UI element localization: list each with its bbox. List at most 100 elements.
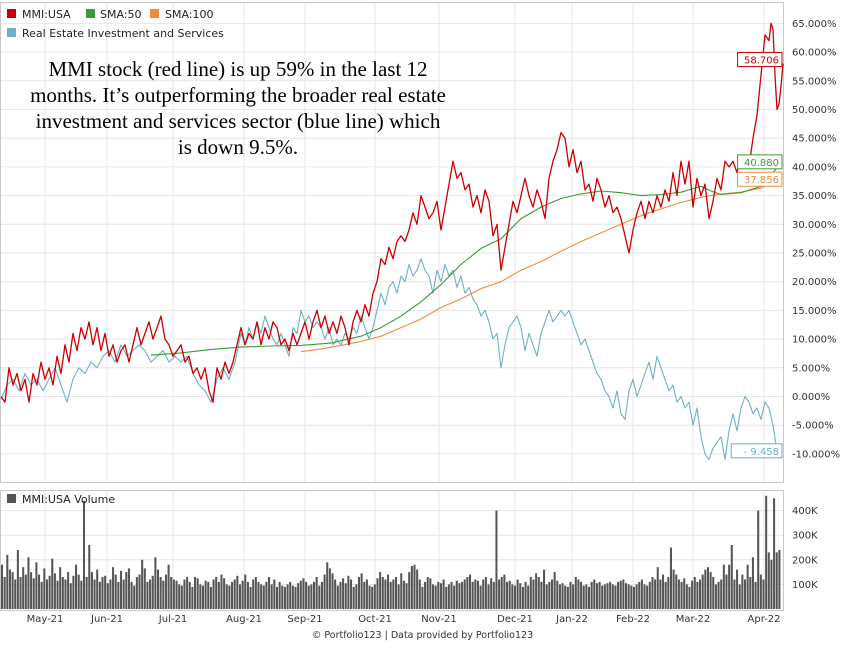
volume-bar: [24, 574, 27, 609]
volume-bar: [61, 577, 64, 609]
price-y-tick-label: 55.000%: [792, 76, 837, 87]
end-label-sector-text: - 9.458: [744, 447, 779, 458]
volume-bar: [479, 585, 482, 609]
volume-bar: [762, 579, 765, 609]
volume-bar: [580, 581, 583, 609]
price-y-tick-label: 5.000%: [792, 363, 830, 374]
volume-bar: [402, 580, 405, 609]
volume-bar: [656, 567, 659, 609]
volume-bar: [268, 577, 271, 609]
volume-bar: [598, 581, 601, 609]
volume-bar: [461, 581, 464, 609]
volume-bar: [603, 584, 606, 609]
volume-bar: [669, 547, 672, 609]
volume-bar: [751, 557, 754, 609]
volume-bar: [429, 578, 432, 610]
volume-bar: [445, 586, 448, 609]
volume-bar: [112, 567, 115, 609]
volume-bar: [310, 584, 313, 609]
volume-bar: [699, 579, 702, 609]
volume-bar: [75, 564, 78, 609]
price-y-tick-label: 45.000%: [792, 134, 837, 145]
volume-bar: [590, 581, 593, 609]
volume-bar: [677, 579, 680, 609]
volume-bar: [93, 579, 96, 609]
volume-bar: [535, 573, 538, 609]
volume-bar: [455, 580, 458, 609]
volume-bar: [363, 581, 366, 609]
volume-bar: [725, 574, 728, 609]
volume-bar: [765, 495, 768, 609]
volume-bar: [281, 585, 284, 609]
volume-bar: [342, 578, 345, 610]
volume-bar: [506, 581, 509, 609]
volume-bar: [8, 569, 11, 609]
volume-bar: [249, 586, 252, 609]
volume-bar: [434, 585, 437, 609]
volume-bar: [180, 585, 183, 609]
volume-bar: [381, 577, 384, 609]
volume-bar: [646, 585, 649, 609]
volume-bar: [392, 579, 395, 609]
volume-bar: [566, 586, 569, 609]
volume-legend-label: MMI:USA Volume: [22, 493, 115, 506]
end-label-sma100-text: 37.856: [744, 175, 779, 186]
volume-bar: [133, 585, 136, 609]
volume-bar: [521, 586, 524, 609]
x-tick-label: Jun-21: [90, 614, 123, 625]
volume-bar: [746, 564, 749, 609]
end-label-mmi-box: [737, 52, 783, 68]
volume-bar: [43, 568, 46, 609]
volume-bar: [191, 586, 194, 609]
volume-bar: [635, 584, 638, 609]
volume-bar: [228, 585, 231, 609]
price-y-tick-label: 60.000%: [792, 48, 837, 59]
volume-bar: [254, 577, 257, 609]
volume-bar: [492, 581, 495, 609]
volume-bar: [569, 581, 572, 609]
volume-bar: [204, 580, 207, 609]
volume-bar: [223, 578, 226, 610]
volume-bar: [543, 569, 546, 609]
volume-bar: [371, 586, 374, 609]
volume-bar: [595, 583, 598, 609]
volume-bar: [347, 575, 350, 609]
volume-bar: [16, 550, 19, 609]
volume-bar: [701, 574, 704, 609]
x-tick-label: Feb-22: [616, 614, 650, 625]
volume-bar: [688, 586, 691, 609]
volume-bar: [167, 564, 170, 609]
volume-bar: [90, 572, 93, 609]
volume-bar: [548, 581, 551, 609]
volume-legend: MMI:USA Volume: [7, 493, 115, 506]
volume-bar: [368, 585, 371, 609]
volume-bar: [209, 586, 212, 609]
volume-bar: [67, 572, 70, 609]
volume-bar: [405, 583, 408, 609]
volume-bar: [437, 581, 440, 609]
end-label-sector-box: [730, 443, 783, 459]
volume-bar: [56, 580, 59, 609]
volume-bar: [201, 585, 204, 609]
volume-bar: [379, 572, 382, 609]
volume-bar: [614, 585, 617, 609]
volume-bar: [627, 584, 630, 609]
volume-bar: [331, 573, 334, 609]
volume-bar: [540, 581, 543, 609]
volume-bar: [410, 566, 413, 610]
volume-bar: [231, 581, 234, 609]
volume-bar: [252, 579, 255, 609]
volume-bar: [500, 577, 503, 609]
volume-bar: [88, 545, 91, 609]
volume-bar: [141, 559, 144, 609]
legend-swatch-sma50: [86, 9, 95, 18]
volume-bar: [524, 581, 527, 609]
volume-bar: [463, 579, 466, 609]
volume-bar: [471, 581, 474, 609]
x-tick-label: Aug-21: [226, 614, 262, 625]
volume-bar: [220, 574, 223, 609]
volume-bar: [302, 578, 305, 610]
volume-bar: [474, 579, 477, 609]
volume-bar: [749, 577, 752, 609]
volume-bar: [508, 580, 511, 609]
